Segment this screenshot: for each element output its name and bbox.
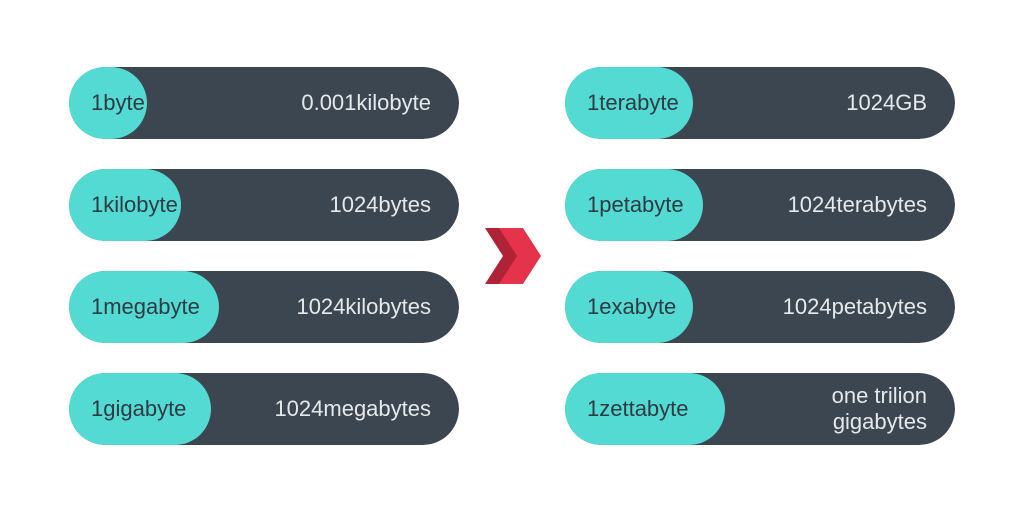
arrow-divider xyxy=(477,220,547,292)
unit-value: 1024megabytes xyxy=(186,373,459,445)
unit-pill: 1zettabyte one triliongigabytes xyxy=(565,373,955,445)
left-column: 1byte 0.001kilobyte 1kilobyte 1024bytes … xyxy=(69,67,459,445)
unit-label: 1gigabyte xyxy=(69,373,186,445)
right-column: 1terabyte 1024GB 1petabyte 1024terabytes… xyxy=(565,67,955,445)
unit-value: 1024petabytes xyxy=(676,271,955,343)
unit-label: 1megabyte xyxy=(69,271,200,343)
unit-pill: 1megabyte 1024kilobytes xyxy=(69,271,459,343)
unit-pill: 1byte 0.001kilobyte xyxy=(69,67,459,139)
unit-value: 0.001kilobyte xyxy=(145,67,459,139)
unit-value: 1024kilobytes xyxy=(200,271,459,343)
double-chevron-right-icon xyxy=(481,220,543,292)
unit-label: 1petabyte xyxy=(565,169,684,241)
unit-label: 1zettabyte xyxy=(565,373,689,445)
unit-pill: 1exabyte 1024petabytes xyxy=(565,271,955,343)
infographic-canvas: 1byte 0.001kilobyte 1kilobyte 1024bytes … xyxy=(0,0,1024,511)
unit-label: 1kilobyte xyxy=(69,169,178,241)
unit-value: 1024bytes xyxy=(178,169,459,241)
unit-value: one triliongigabytes xyxy=(689,373,955,445)
unit-pill: 1petabyte 1024terabytes xyxy=(565,169,955,241)
unit-pill: 1gigabyte 1024megabytes xyxy=(69,373,459,445)
unit-label: 1byte xyxy=(69,67,145,139)
unit-label: 1exabyte xyxy=(565,271,676,343)
unit-pill: 1kilobyte 1024bytes xyxy=(69,169,459,241)
unit-value: 1024GB xyxy=(679,67,955,139)
unit-label: 1terabyte xyxy=(565,67,679,139)
unit-value: 1024terabytes xyxy=(684,169,955,241)
unit-pill: 1terabyte 1024GB xyxy=(565,67,955,139)
